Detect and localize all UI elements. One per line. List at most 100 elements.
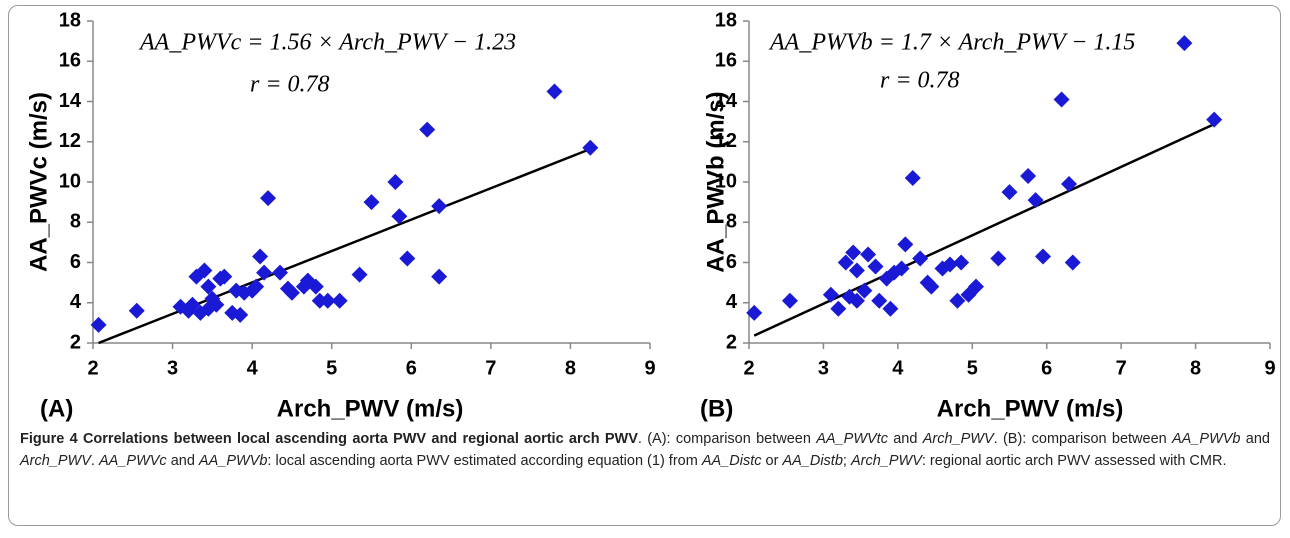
- y-tick-label: 16: [715, 50, 737, 72]
- y-tick-label: 8: [726, 211, 737, 233]
- caption-segment: Arch_PWV: [850, 453, 922, 469]
- x-tick-label: 6: [1041, 357, 1052, 379]
- data-point: [1027, 192, 1044, 209]
- x-tick-label: 2: [743, 357, 754, 379]
- data-point: [990, 250, 1007, 267]
- data-point: [216, 268, 233, 285]
- caption-segment: . (A): comparison between: [637, 431, 817, 447]
- data-point: [953, 254, 970, 271]
- y-tick-label: 10: [59, 170, 81, 192]
- x-tick-label: 5: [326, 357, 337, 379]
- x-axis-title: Arch_PWV (m/s): [277, 395, 464, 422]
- data-point: [1061, 176, 1078, 193]
- data-point: [1176, 35, 1193, 52]
- data-point: [781, 292, 798, 309]
- data-point: [941, 256, 958, 273]
- data-point: [1064, 254, 1081, 271]
- caption-segment: or: [761, 453, 783, 469]
- data-point: [1034, 248, 1051, 265]
- x-tick-label: 3: [818, 357, 829, 379]
- x-tick-label: 7: [485, 357, 496, 379]
- data-point: [431, 268, 448, 285]
- data-point: [949, 292, 966, 309]
- data-point: [363, 194, 380, 211]
- x-tick-label: 5: [967, 357, 978, 379]
- caption-segment: . (B): comparison between: [993, 431, 1172, 447]
- data-point: [822, 286, 839, 303]
- data-point: [319, 292, 336, 309]
- panel-label: (B): [700, 395, 733, 422]
- data-point: [232, 306, 249, 323]
- data-point: [1020, 167, 1037, 184]
- data-point: [1206, 111, 1223, 128]
- data-point: [867, 258, 884, 275]
- data-point: [845, 244, 862, 261]
- y-tick-label: 18: [59, 9, 81, 31]
- data-point: [848, 292, 865, 309]
- caption-segment: : local ascending aorta PWV estimated ac…: [267, 453, 702, 469]
- y-tick-label: 16: [59, 50, 81, 72]
- data-point: [283, 284, 300, 301]
- data-point: [837, 254, 854, 271]
- caption-segment: ;: [842, 453, 851, 469]
- y-axis-title: AA_PWVb (m/s): [702, 91, 729, 272]
- y-tick-label: 4: [70, 291, 82, 313]
- data-point: [912, 250, 929, 267]
- y-tick-label: 14: [59, 90, 82, 112]
- caption-segment: AA_PWVc: [98, 453, 167, 469]
- data-point: [848, 262, 865, 279]
- data-point: [856, 282, 873, 299]
- x-tick-label: 6: [406, 357, 417, 379]
- caption-segment: AA_Distb: [782, 453, 843, 469]
- data-point: [968, 278, 985, 295]
- caption-segment: and: [166, 453, 199, 469]
- y-tick-label: 6: [726, 251, 737, 273]
- y-tick-label: 2: [726, 331, 737, 353]
- y-tick-label: 14: [715, 90, 738, 112]
- data-point: [271, 264, 288, 281]
- caption-segment: and: [887, 431, 923, 447]
- data-point: [184, 296, 201, 313]
- data-point: [200, 278, 217, 295]
- caption-segment: Arch_PWV: [20, 453, 91, 469]
- data-point: [196, 262, 213, 279]
- y-tick-label: 12: [715, 130, 737, 152]
- correlation-label: r = 0.78: [250, 72, 330, 98]
- data-point: [331, 292, 348, 309]
- fit-line: [98, 147, 591, 345]
- data-point: [252, 248, 269, 265]
- y-tick-label: 4: [726, 291, 738, 313]
- y-tick-label: 12: [59, 130, 81, 152]
- data-point: [399, 250, 416, 267]
- data-point: [1001, 184, 1018, 201]
- regression-equation: AA_PWVb = 1.7 × Arch_PWV − 1.15: [768, 30, 1135, 56]
- x-tick-label: 4: [892, 357, 904, 379]
- figure-caption: Figure 4 Correlations between local asce…: [20, 428, 1270, 472]
- x-tick-label: 7: [1116, 357, 1127, 379]
- caption-segment: AA_Distc: [701, 453, 762, 469]
- x-tick-label: 8: [565, 357, 576, 379]
- caption-segment: and: [1240, 431, 1270, 447]
- x-tick-label: 2: [87, 357, 98, 379]
- data-point: [307, 278, 324, 295]
- caption-segment: Arch_PWV: [922, 431, 994, 447]
- data-point: [546, 83, 563, 100]
- y-tick-label: 18: [715, 9, 737, 31]
- data-point: [923, 278, 940, 295]
- x-tick-label: 9: [644, 357, 655, 379]
- fit-line: [753, 123, 1215, 337]
- data-point: [746, 304, 763, 321]
- y-tick-label: 6: [70, 251, 81, 273]
- regression-equation: AA_PWVc = 1.56 × Arch_PWV − 1.23: [138, 30, 516, 56]
- x-axis-title: Arch_PWV (m/s): [937, 395, 1124, 422]
- figure-frame: [8, 5, 1281, 526]
- caption-segment: AA_PWVtc: [816, 431, 888, 447]
- x-tick-label: 4: [247, 357, 259, 379]
- data-point: [860, 246, 877, 263]
- data-point: [419, 121, 436, 138]
- data-point: [256, 264, 273, 281]
- data-point: [893, 260, 910, 277]
- figure-charts: 2 4 6 8 10 12 14 16 18 2 3 4 5 6 7 8 9 AA_PWVc = 1.56 × A…: [25, 9, 1275, 422]
- y-tick-label: 2: [70, 331, 81, 353]
